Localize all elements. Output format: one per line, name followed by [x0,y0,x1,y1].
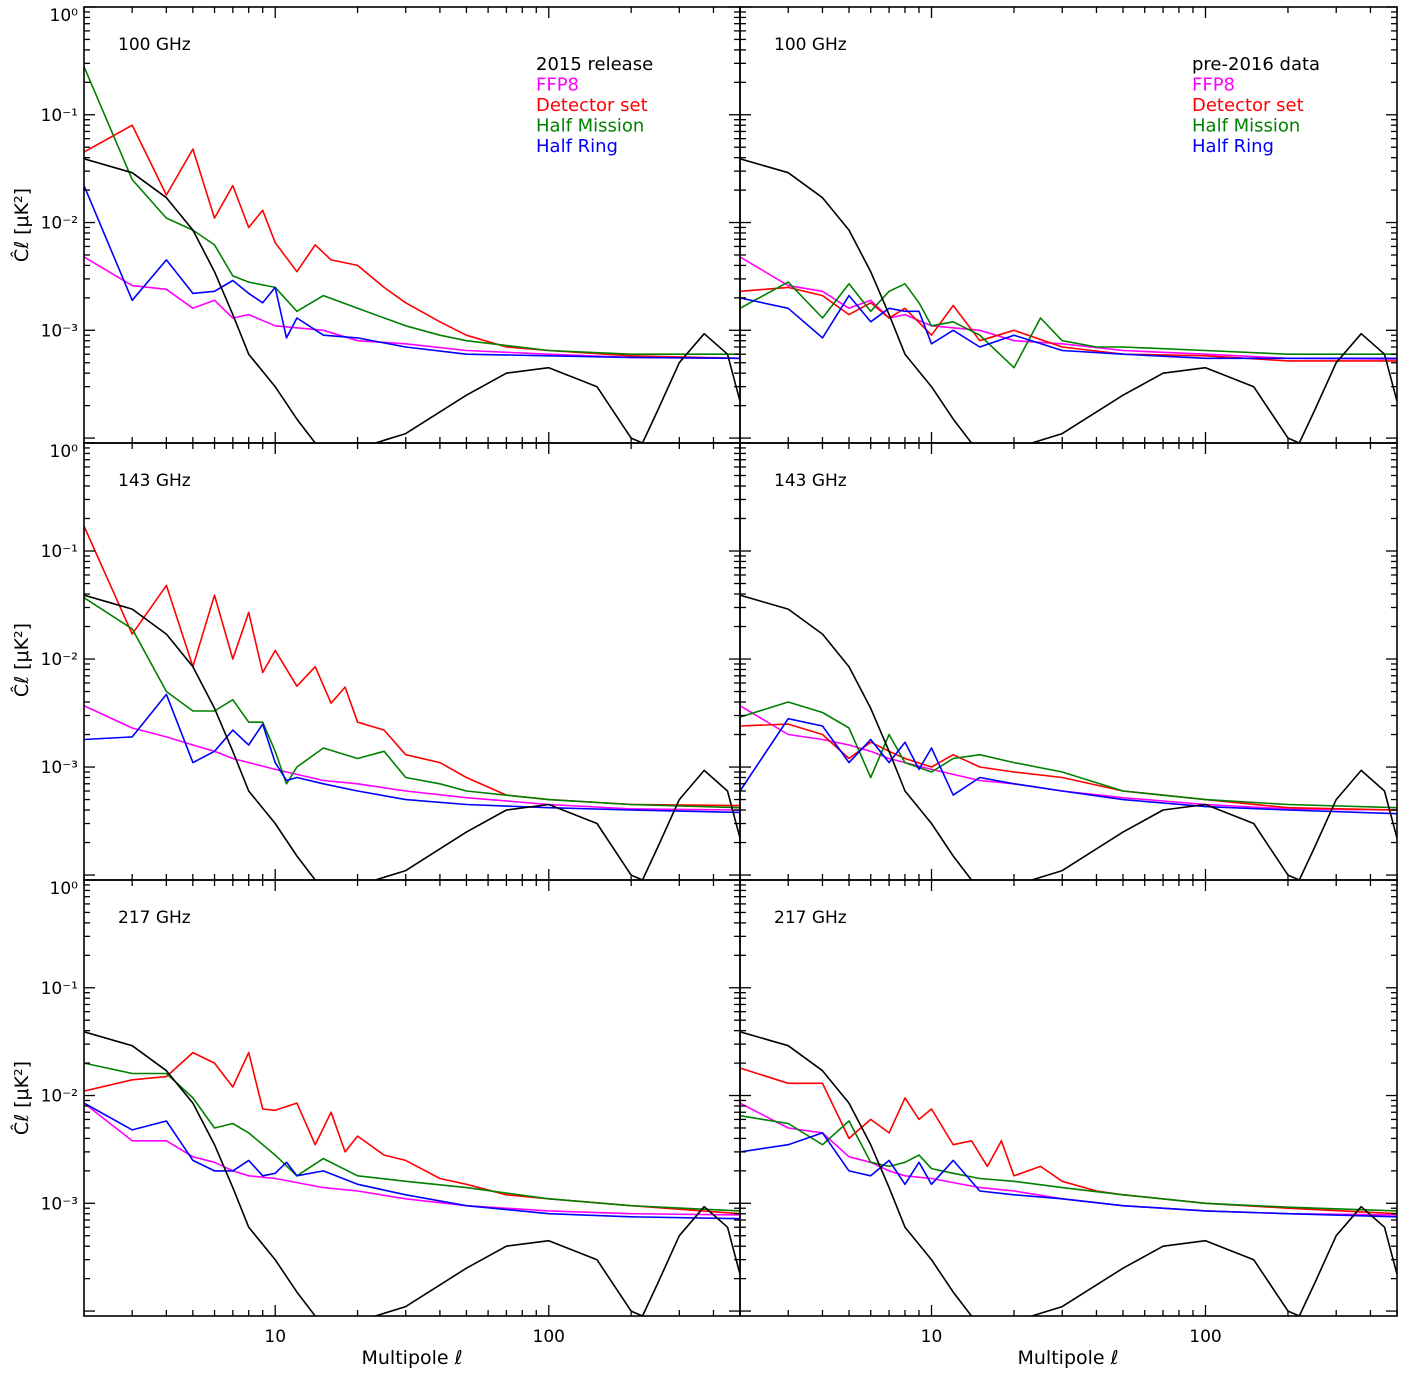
x-axis-title-left: Multipole ℓ [362,1347,463,1369]
series-half-ring-line [740,1132,1397,1218]
y-axis-title-row-1: Ĉℓ [μK²] [9,188,33,262]
legend-entry: Detector set [536,95,648,116]
series-half-ring-line [84,1102,740,1220]
y-tick-label: 10⁰ [50,442,79,462]
y-tick-label: 10⁻² [41,214,78,234]
legend-entry: Half Mission [1192,116,1300,137]
panel-6: 10 100 217 GHz [739,879,1398,1347]
series-detector-set-line [740,723,1397,811]
frequency-label: 217 GHz [774,908,847,928]
panel-frame [83,442,741,881]
series-half-ring-line [84,185,740,360]
series-detector-set-line [740,286,1397,362]
series-half-ring-line [84,693,740,814]
series-half-mission-line [740,1114,1397,1212]
frequency-label: 100 GHz [774,35,847,55]
series-group [740,158,1397,443]
series-detector-set-line [84,124,740,360]
legend-entry: Half Ring [1192,136,1274,157]
series-theory-line [740,158,1397,443]
series-half-mission-line [740,701,1397,809]
frequency-label: 143 GHz [118,471,191,491]
legend-entry: pre-2016 data [1192,54,1320,75]
y-axis-title-row-3: Ĉℓ [μK²] [9,1061,33,1135]
legend-entry: Half Mission [536,116,644,137]
y-tick-label: 10⁻¹ [41,979,78,999]
legend-entry: FFP8 [536,75,579,96]
series-half-mission-line [84,66,740,356]
legend-entry: 2015 release [536,54,653,75]
series-detector-set-line [84,1051,740,1215]
legend-entry: Detector set [1192,95,1304,116]
series-half-mission-line [740,281,1397,369]
frequency-label: 100 GHz [118,35,191,55]
series-theory-line [84,1031,740,1316]
series-group [740,594,1397,880]
series-ffp8-line [740,1102,1397,1216]
y-tick-label: 10⁻¹ [41,106,78,126]
series-half-ring-line [740,294,1397,360]
frequency-label: 143 GHz [774,471,847,491]
series-half-mission-line [84,597,740,809]
y-tick-label: 10⁰ [50,879,79,899]
x-tick-label: 100 [1189,1327,1221,1347]
y-tick-label: 10⁻¹ [41,542,78,562]
series-theory-line [740,1031,1397,1316]
x-axis-title-right: Multipole ℓ [1018,1347,1119,1369]
panel-3: 10⁻³ 10⁻² 10⁻¹ 10⁰ 143 GHz [41,442,741,881]
series-ffp8-line [84,704,740,811]
panel-5: 10⁻³ 10⁻² 10⁻¹ 10⁰ 10 100 217 GHz [41,879,741,1347]
frequency-label: 217 GHz [118,908,191,928]
legend-entry: Half Ring [536,136,618,157]
series-ffp8-line [84,256,740,360]
y-tick-label: 10⁻³ [41,321,78,341]
x-tick-label: 100 [533,1327,565,1347]
series-theory-line [84,594,740,880]
x-tick-label: 10 [264,1327,286,1347]
panel-frame [739,442,1398,881]
legend-entry: FFP8 [1192,75,1235,96]
series-ffp8-line [740,705,1397,811]
series-half-mission-line [84,1062,740,1212]
x-tick-label: 10 [921,1327,943,1347]
panel-frame [83,879,741,1317]
series-theory-line [740,594,1397,880]
panel-4: 143 GHz [739,442,1398,881]
series-detector-set-line [84,525,740,807]
series-theory-line [84,158,740,443]
series-half-ring-line [740,717,1397,815]
y-axis-title-row-2: Ĉℓ [μK²] [9,623,33,697]
series-group [84,66,740,443]
series-ffp8-line [84,1102,740,1216]
series-group [84,1031,740,1316]
y-tick-label: 10⁰ [50,6,79,26]
y-tick-label: 10⁻² [41,650,78,670]
panel-1: 10⁻³ 10⁻² 10⁻¹ 10⁰ 100 GHz 2015 releaseFFP8De… [41,6,741,444]
y-tick-label: 10⁻³ [41,758,78,778]
series-group [740,1031,1397,1316]
series-group [84,525,740,880]
y-tick-label: 10⁻³ [41,1194,78,1214]
y-tick-label: 10⁻² [41,1087,78,1107]
panel-frame [739,879,1398,1317]
